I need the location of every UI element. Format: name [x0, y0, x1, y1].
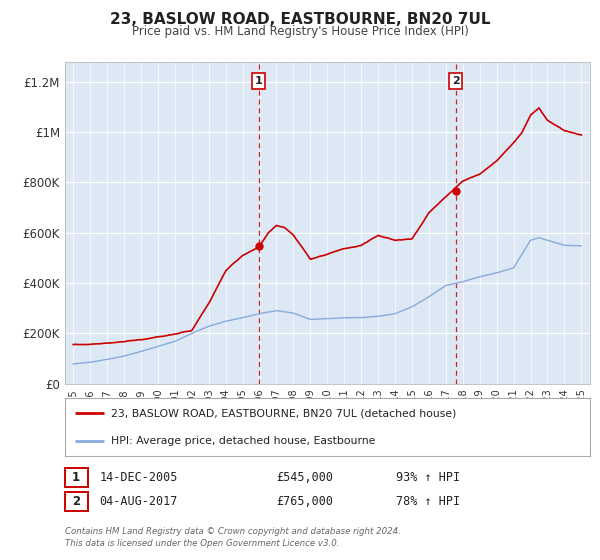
Text: 04-AUG-2017: 04-AUG-2017	[100, 494, 178, 508]
Text: 1: 1	[72, 471, 80, 484]
Text: 2: 2	[72, 494, 80, 508]
Text: 23, BASLOW ROAD, EASTBOURNE, BN20 7UL: 23, BASLOW ROAD, EASTBOURNE, BN20 7UL	[110, 12, 490, 27]
Text: 1: 1	[255, 76, 263, 86]
Text: £545,000: £545,000	[276, 471, 333, 484]
Text: 14-DEC-2005: 14-DEC-2005	[100, 471, 178, 484]
Text: £765,000: £765,000	[276, 494, 333, 508]
Text: 78% ↑ HPI: 78% ↑ HPI	[396, 494, 460, 508]
Text: 93% ↑ HPI: 93% ↑ HPI	[396, 471, 460, 484]
Text: Contains HM Land Registry data © Crown copyright and database right 2024.
This d: Contains HM Land Registry data © Crown c…	[65, 527, 401, 548]
Text: Price paid vs. HM Land Registry's House Price Index (HPI): Price paid vs. HM Land Registry's House …	[131, 25, 469, 38]
Text: 23, BASLOW ROAD, EASTBOURNE, BN20 7UL (detached house): 23, BASLOW ROAD, EASTBOURNE, BN20 7UL (d…	[111, 408, 457, 418]
Text: HPI: Average price, detached house, Eastbourne: HPI: Average price, detached house, East…	[111, 436, 376, 446]
Text: 2: 2	[452, 76, 460, 86]
